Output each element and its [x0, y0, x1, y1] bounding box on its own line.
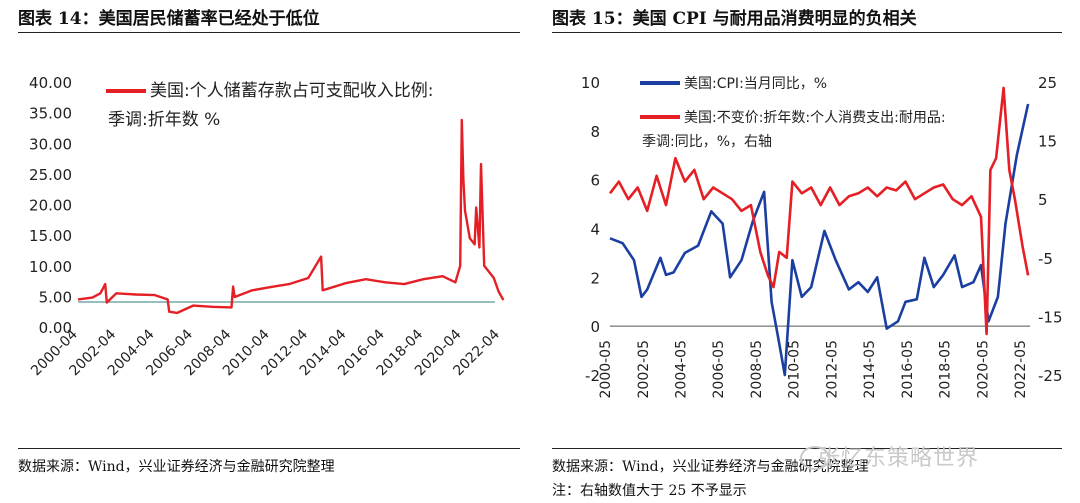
- y-tick-label: 35.00: [29, 105, 72, 123]
- x-tick-label: 2010-05: [787, 340, 803, 399]
- right-note: 注：右轴数值大于 25 不予显示: [552, 483, 747, 499]
- x-tick-label: 2018-05: [938, 340, 954, 399]
- y-left-tick-label: 6: [590, 172, 600, 190]
- y-right-tick-label: 5: [1038, 191, 1048, 209]
- left-source: 数据来源：Wind，兴业证券经济与金融研究院整理: [18, 459, 335, 475]
- x-tick-label: 2002-05: [636, 340, 652, 399]
- y-left-tick-label: 0: [590, 318, 600, 336]
- x-tick-label: 2012-05: [824, 340, 840, 399]
- y-right-tick-label: 15: [1038, 133, 1057, 151]
- x-tick-label: 2004-05: [674, 340, 690, 399]
- x-tick-label: 2020-05: [975, 340, 991, 399]
- x-tick-label: 2014-05: [862, 340, 878, 399]
- left-chart-title: 图表 14：美国居民储蓄率已经处于低位: [18, 9, 320, 29]
- x-tick-label: 2006-05: [711, 340, 727, 399]
- y-tick-label: 30.00: [29, 135, 72, 153]
- legend-durables: 美国:不变价:折年数:个人消费支出:耐用品:季调:同比，%，右轴: [642, 110, 946, 150]
- cpi-durables-chart: -2 0 2 4 6 8 10 -25 -15 -5 5 15 25 2000-05 2002-05 2004…: [581, 74, 1063, 399]
- y-tick-label: 0.00: [39, 319, 72, 337]
- cpi-series-line: [609, 103, 1030, 377]
- y-left-tick-label: 2: [590, 269, 600, 287]
- left-source-rule: [18, 448, 520, 449]
- x-tick-label: 2000-05: [598, 340, 614, 399]
- x-tick-label: 2022-05: [1013, 340, 1029, 399]
- y-right-tick-label: -15: [1038, 308, 1063, 326]
- right-title-rule: [552, 32, 1062, 33]
- legend-savings-rate: 美国:个人储蓄存款占可支配收入比例:季调:折年数 %: [108, 81, 433, 130]
- x-tick-label: 2008-05: [749, 340, 765, 399]
- durables-series-line: [608, 86, 1030, 336]
- y-tick-label: 20.00: [29, 197, 72, 215]
- y-left-tick-label: 10: [581, 74, 600, 92]
- y-right-tick-label: -25: [1038, 367, 1063, 385]
- y-tick-label: 5.00: [39, 288, 72, 306]
- x-tick-label: 2016-05: [900, 340, 916, 399]
- right-source: 数据来源：Wind，兴业证券经济与金融研究院整理: [552, 459, 869, 475]
- left-title-rule: [18, 32, 520, 33]
- legend-cpi: 美国:CPI:当月同比，%: [684, 76, 827, 92]
- y-right-tick-label: 25: [1038, 74, 1057, 92]
- y-left-tick-label: -2: [585, 367, 600, 385]
- y-tick-label: 40.00: [29, 74, 72, 92]
- y-tick-label: 10.00: [29, 258, 72, 276]
- watermark-logo-icon: [800, 446, 830, 470]
- y-left-tick-label: 4: [590, 221, 600, 239]
- y-tick-label: 25.00: [29, 166, 72, 184]
- watermark: 张忆东策略世界: [818, 446, 980, 471]
- y-left-tick-label: 8: [590, 123, 600, 141]
- right-chart-title: 图表 15：美国 CPI 与耐用品消费明显的负相关: [552, 9, 917, 29]
- y-right-tick-label: -5: [1038, 250, 1053, 268]
- savings-rate-chart: 0.00 5.00 10.00 15.00 20.00 25.00 30.00 35.00 40…: [28, 74, 505, 379]
- y-tick-label: 15.00: [29, 227, 72, 245]
- savings-rate-series-line: [77, 118, 505, 315]
